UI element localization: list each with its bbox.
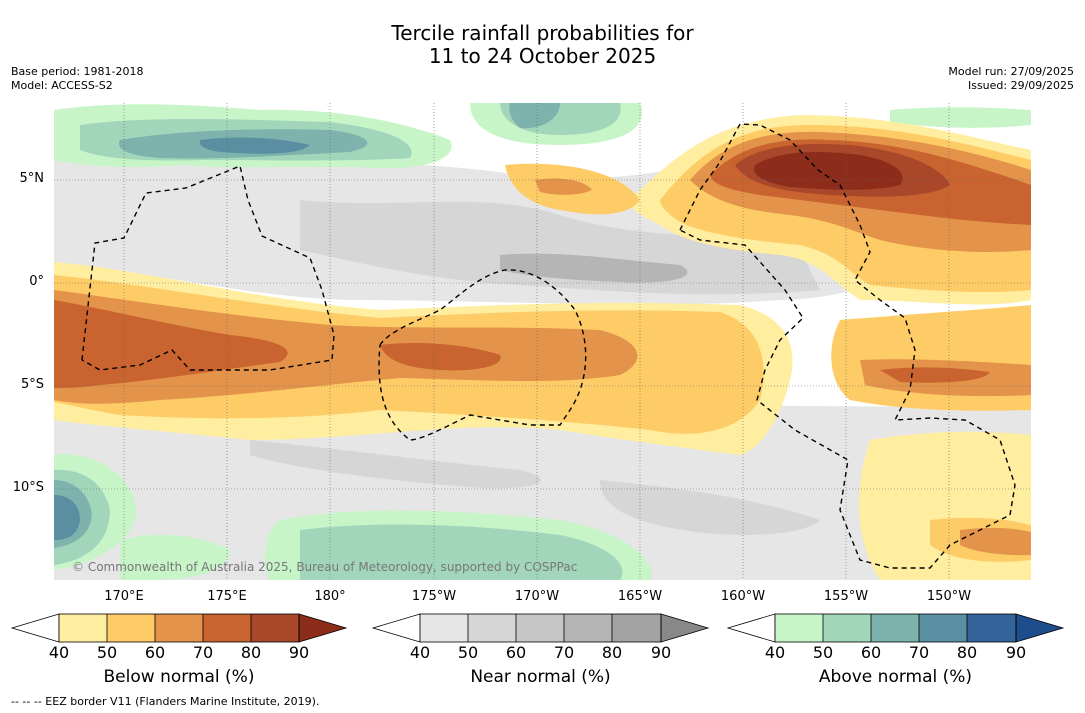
issued-date: Issued: 29/09/2025 — [967, 79, 1074, 92]
colorbar-below — [10, 613, 348, 643]
lat-label-0: 0° — [29, 274, 44, 289]
below-tick: 90 — [288, 643, 310, 662]
below-tick: 80 — [240, 643, 262, 662]
near-tick: 80 — [601, 643, 623, 662]
below-normal-title: Below normal (%) — [103, 667, 255, 687]
above-tick: 90 — [1005, 643, 1027, 662]
above-tick: 60 — [860, 643, 882, 662]
colorbar-near — [371, 613, 710, 643]
map-fill — [54, 103, 1031, 580]
near-tick: 70 — [553, 643, 575, 662]
lon-label-175e: 175°E — [207, 589, 247, 604]
copyright-text: © Commonwealth of Australia 2025, Bureau… — [72, 560, 577, 574]
eez-borders — [81, 123, 1016, 569]
base-period: Base period: 1981-2018 — [11, 65, 144, 78]
meta-left: Base period: 1981-2018 Model: ACCESS-S2 — [11, 65, 143, 93]
lon-label-165w: 165°W — [617, 589, 663, 604]
below-tick: 60 — [144, 643, 166, 662]
lon-label-155w: 155°W — [823, 589, 869, 604]
below-tick: 40 — [48, 643, 70, 662]
lon-label-170e: 170°E — [104, 589, 144, 604]
below-tick: 70 — [192, 643, 214, 662]
gridlines — [54, 103, 1031, 580]
lon-label-160w: 160°W — [720, 589, 766, 604]
colorbar-above — [726, 613, 1065, 643]
below-tick: 50 — [96, 643, 118, 662]
above-tick: 50 — [812, 643, 834, 662]
model-name: Model: ACCESS-S2 — [11, 79, 113, 92]
lon-label-175w: 175°W — [411, 589, 457, 604]
above-tick: 70 — [908, 643, 930, 662]
lon-label-180: 180° — [314, 589, 346, 604]
chart-title-line1: Tercile rainfall probabilities for — [391, 21, 694, 45]
near-tick: 50 — [457, 643, 479, 662]
near-normal-title: Near normal (%) — [470, 667, 611, 687]
lat-label-5s: 5°S — [20, 377, 44, 392]
lon-label-170w: 170°W — [514, 589, 560, 604]
lat-label-5n: 5°N — [19, 171, 45, 186]
chart-title-line2: 11 to 24 October 2025 — [428, 44, 657, 68]
lon-label-150w: 150°W — [926, 589, 972, 604]
above-tick: 40 — [764, 643, 786, 662]
above-tick: 80 — [956, 643, 978, 662]
near-tick: 90 — [650, 643, 672, 662]
lat-label-10s: 10°S — [12, 480, 44, 495]
eez-footnote: -- -- -- EEZ border V11 (Flanders Marine… — [11, 695, 320, 708]
meta-right: Model run: 27/09/2025 Issued: 29/09/2025 — [948, 65, 1074, 93]
near-tick: 40 — [409, 643, 431, 662]
model-run: Model run: 27/09/2025 — [948, 65, 1074, 78]
above-normal-title: Above normal (%) — [818, 667, 973, 687]
near-tick: 60 — [505, 643, 527, 662]
